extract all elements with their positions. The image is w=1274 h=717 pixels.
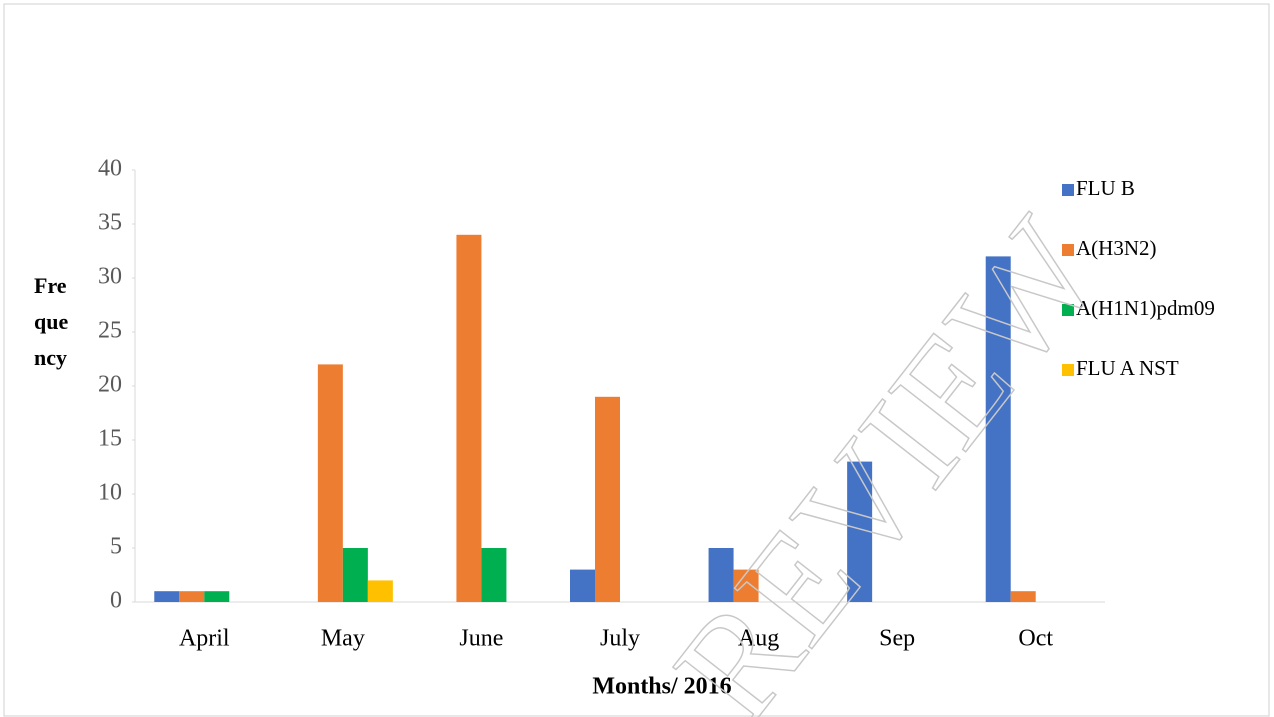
bar [154, 591, 180, 602]
y-tick-label: 5 [110, 534, 122, 560]
bar [179, 591, 205, 602]
bar [847, 461, 873, 602]
bar [317, 364, 343, 602]
legend-swatch [1062, 244, 1074, 256]
x-tick-label: May [321, 626, 365, 652]
bar [204, 591, 230, 602]
y-tick-label: 40 [98, 156, 122, 182]
legend-swatch [1062, 184, 1074, 196]
x-tick-label: Oct [1018, 626, 1053, 652]
bar [733, 569, 759, 602]
y-tick-label: 0 [110, 588, 122, 614]
bar [342, 548, 368, 602]
y-axis-title: Frequency [34, 273, 69, 370]
y-tick-label: 20 [98, 372, 122, 398]
legend-label: A(H1N1)pdm09 [1076, 296, 1215, 320]
bar [985, 256, 1011, 602]
y-tick-label: 35 [98, 210, 122, 236]
bar [367, 580, 393, 602]
x-tick-label: June [459, 626, 503, 652]
x-tick-label: Aug [738, 626, 779, 652]
legend-label: A(H3N2) [1076, 236, 1156, 260]
legend-swatch [1062, 304, 1074, 316]
y-tick-label: 25 [98, 318, 122, 344]
bar [708, 548, 734, 602]
x-tick-label: July [600, 626, 640, 652]
bar [481, 548, 507, 602]
bar [570, 569, 595, 602]
legend-label: FLU B [1076, 176, 1135, 200]
x-axis-title: Months/ 2016 [592, 674, 731, 700]
legend-swatch [1062, 364, 1074, 376]
bar [1010, 591, 1036, 602]
y-tick-label: 30 [98, 264, 122, 290]
x-tick-label: April [179, 626, 230, 652]
bar [456, 234, 482, 603]
legend-label: FLU A NST [1076, 356, 1179, 380]
y-tick-label: 15 [98, 426, 122, 452]
x-tick-label: Sep [879, 626, 915, 652]
y-tick-label: 10 [98, 480, 122, 506]
frame [3, 3, 1270, 717]
bar [595, 396, 620, 602]
